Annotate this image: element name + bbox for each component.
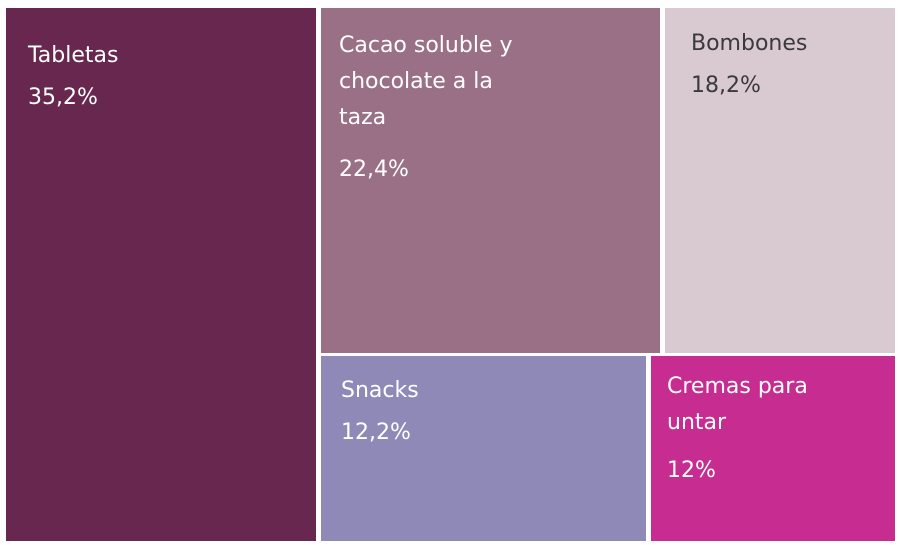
tile-value: 12,2% [341,420,411,445]
tile-value: 18,2% [691,73,761,98]
tile-value: 12% [667,458,716,483]
tile-cremas-para-untar: Cremas para untar 12% [651,356,895,541]
tile-bombones: Bombones 18,2% [665,8,895,353]
tile-value: 22,4% [339,157,409,182]
tile-snacks: Snacks 12,2% [321,356,646,541]
tile-tabletas: Tabletas 35,2% [6,8,316,541]
tile-label: Cacao soluble y chocolate a la taza [339,33,513,130]
tile-label: Cremas para untar [667,374,808,435]
tile-label: Tabletas [28,43,119,68]
tile-label: Bombones [691,31,808,56]
tile-label: Snacks [341,378,419,403]
tile-cacao-soluble: Cacao soluble y chocolate a la taza 22,4% [321,8,660,353]
tile-value: 35,2% [28,85,98,110]
